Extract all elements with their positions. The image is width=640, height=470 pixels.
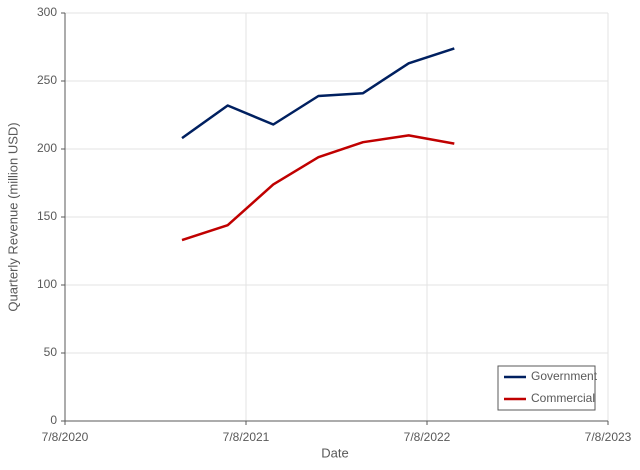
y-tick-label: 300	[37, 5, 57, 19]
x-tick-label: 7/8/2023	[585, 430, 632, 444]
x-tick-label: 7/8/2021	[223, 430, 270, 444]
legend-box	[497, 365, 596, 411]
y-axis-label: Quarterly Revenue (million USD)	[5, 122, 20, 311]
series-line	[181, 47, 455, 140]
y-tick-label: 150	[37, 209, 57, 223]
x-axis-label: Date	[321, 445, 348, 460]
y-tick-label: 50	[44, 345, 58, 359]
y-tick-label: 200	[37, 141, 57, 155]
legend-label: Government	[531, 369, 598, 383]
legend-label: Commercial	[531, 391, 595, 405]
y-tick-label: 100	[37, 277, 57, 291]
series-line	[181, 134, 455, 242]
y-tick-label: 250	[37, 73, 57, 87]
x-tick-label: 7/8/2022	[404, 430, 451, 444]
x-tick-label: 7/8/2020	[42, 430, 89, 444]
y-tick-label: 0	[50, 413, 57, 427]
